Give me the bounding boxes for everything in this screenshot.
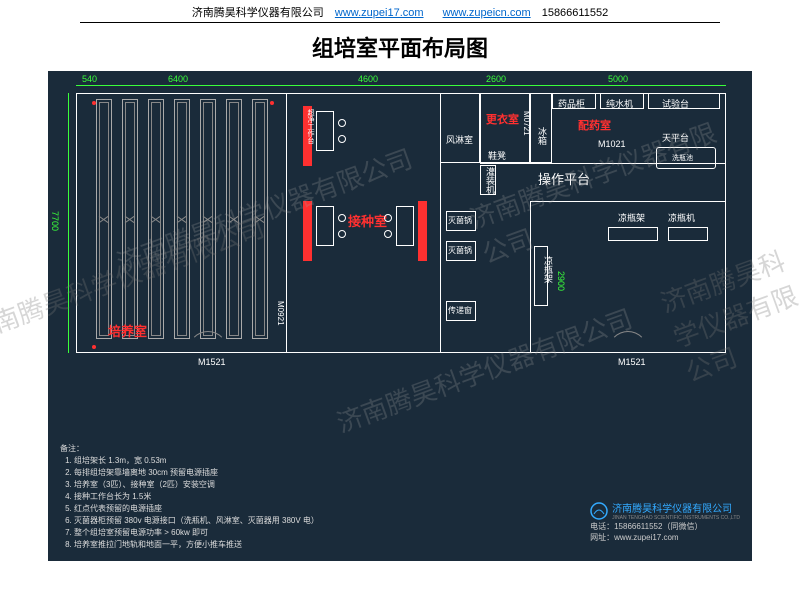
balcony-label: 天平台 [662, 131, 689, 144]
note-item: 组培架长 1.3m，宽 0.53m [74, 455, 319, 467]
page-title: 组培室平面布局图 [0, 23, 800, 71]
note-item: 培养室（3匹）、接种室（2匹）安装空调 [74, 479, 319, 491]
chair-2a [338, 214, 346, 222]
clean-bench-1-label: 超净工作台 [305, 109, 315, 144]
phone-text: 15866611552 [542, 7, 608, 19]
note-item: 红点代表预留的电源插座 [74, 503, 319, 515]
culture-room-label: 培养室 [108, 321, 147, 340]
fridge-label: 冰箱 [536, 127, 549, 145]
dim-right-small: 2900 [556, 271, 566, 291]
dim-seg2: 4600 [358, 74, 378, 84]
dim-seg3: 2600 [486, 74, 506, 84]
testbench-box [648, 93, 720, 109]
notes-header: 备注： [60, 443, 319, 455]
floorplan-canvas: 540 6400 4600 2600 5000 7700 培养室 M0921 接… [48, 71, 752, 561]
bottle-machine-box [668, 227, 708, 241]
notes-block: 备注： 组培架长 1.3m，宽 0.53m 每排组培架靠墙离地 30cm 预留电… [60, 443, 319, 551]
wall-lower-right [530, 201, 726, 202]
shower-label: 风淋室 [446, 133, 473, 146]
socket-dot [92, 345, 96, 349]
purewater-box [600, 93, 644, 109]
desk-2 [316, 206, 334, 246]
page-header: 济南腾昊科学仪器有限公司 www.zupei17.com www.zupeicn… [80, 0, 720, 23]
socket-dot [270, 101, 274, 105]
door-small2: M1021 [598, 139, 626, 149]
url1-link[interactable]: www.zupei17.com [335, 7, 424, 19]
wall-op-top [480, 163, 726, 164]
chair-3b [384, 230, 392, 238]
clean-bench-3 [418, 201, 427, 261]
note-item: 培养室推拉门地轨和地面一平，方便小推车推送 [74, 539, 319, 551]
shoe-bench-label: 鞋凳 [488, 149, 506, 162]
transfer-label: 传递窗 [448, 305, 472, 316]
chair-2b [338, 230, 346, 238]
logo-web: 网址：www.zupei17.com [590, 532, 740, 543]
dim-seg4: 5000 [608, 74, 628, 84]
note-item: 每排组培架靠墙离地 30cm 预留电源插座 [74, 467, 319, 479]
shower-room [440, 93, 480, 163]
door-main-2: M1521 [618, 357, 646, 367]
note-item: 接种工作台长为 1.5米 [74, 491, 319, 503]
bottle-machine-label: 凉瓶机 [668, 211, 695, 224]
cooling-rack-v-box [534, 246, 548, 306]
wash-pool-label: 洗瓶池 [672, 153, 693, 163]
wall-culture [286, 93, 287, 353]
chair-1a [338, 119, 346, 127]
sterilizer-1-label: 灭菌锅 [448, 215, 472, 226]
dim-seg1: 6400 [168, 74, 188, 84]
dim-left-line [68, 93, 69, 353]
note-item: 灭菌器柜预留 380v 电源接口（洗瓶机、风淋室、灭菌器用 380V 电） [74, 515, 319, 527]
chair-1b [338, 135, 346, 143]
medicine-box [552, 93, 596, 109]
cooling-rack-label: 凉瓶架 [618, 211, 645, 224]
logo-tel: 电话：15866611552（同微信） [590, 521, 740, 532]
operation-label: 操作平台 [538, 169, 590, 188]
changing-label: 更衣室 [486, 111, 519, 127]
cooling-rack-box [608, 227, 658, 241]
wall-lower-right-v [530, 201, 531, 353]
desk-3 [396, 206, 414, 246]
desk-1 [316, 111, 334, 151]
dim-top-line [76, 85, 726, 86]
door-mid-label: M0921 [276, 301, 285, 325]
door-main-1: M1521 [198, 357, 226, 367]
dispensing-label: 配药室 [578, 117, 611, 133]
dim-seg0: 540 [82, 74, 97, 84]
company-name: 济南腾昊科学仪器有限公司 [192, 7, 324, 19]
inoculation-label: 接种室 [348, 211, 387, 230]
company-logo-block: 济南腾昊科学仪器有限公司 JINAN TENGHAO SCIENTIFIC IN… [590, 500, 740, 543]
sterilizer-2-label: 灭菌锅 [448, 245, 472, 256]
note-item: 整个组培室预留电源功率 > 60kw 即可 [74, 527, 319, 539]
logo-brand: 济南腾昊科学仪器有限公司 [612, 500, 740, 515]
notes-list: 组培架长 1.3m，宽 0.53m 每排组培架靠墙离地 30cm 预留电源插座 … [74, 455, 319, 551]
socket-dot [92, 101, 96, 105]
logo-icon [590, 502, 608, 520]
chair-3a [384, 214, 392, 222]
bottling-box [480, 165, 496, 195]
dim-left: 7700 [50, 211, 60, 231]
clean-bench-2 [303, 201, 312, 261]
url2-link[interactable]: www.zupeicn.com [443, 7, 531, 19]
